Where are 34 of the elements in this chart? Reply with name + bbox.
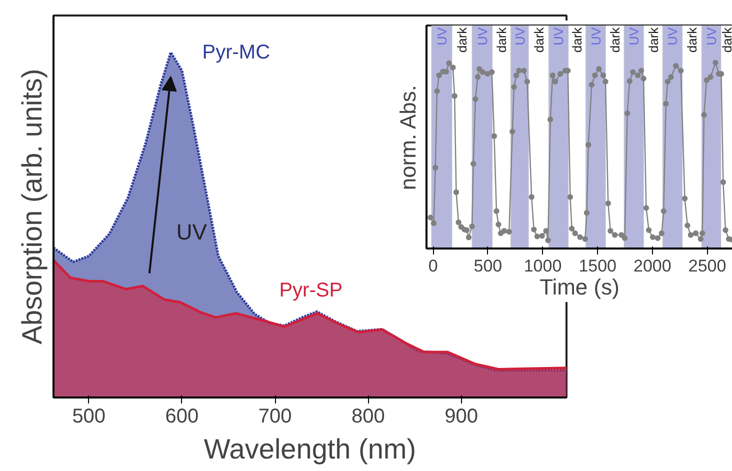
series-label: Pyr-SP — [279, 280, 343, 302]
x-tick-label: 800 — [352, 406, 385, 428]
x-axis-title: Time (s) — [540, 274, 620, 300]
series-label: Pyr-MC — [202, 41, 270, 64]
band-label: UV — [626, 27, 642, 46]
band-label: UV — [551, 27, 566, 46]
band-label: UV — [665, 27, 680, 46]
band-label: dark — [531, 26, 546, 53]
band-label: UV — [434, 27, 450, 46]
band-label: dark — [719, 26, 732, 53]
x-tick-label: 2500 — [688, 256, 726, 276]
band-label: UV — [512, 27, 528, 46]
band-label: dark — [570, 26, 585, 53]
x-axis-title: Wavelength (nm) — [204, 434, 416, 464]
x-tick-label: 900 — [444, 406, 478, 428]
x-tick-label: 1500 — [578, 256, 617, 276]
band-label: dark — [684, 26, 700, 53]
x-tick-label: 500 — [474, 256, 502, 276]
x-tick-label: 1000 — [524, 256, 562, 276]
band-label: dark — [494, 26, 510, 53]
band-label: UV — [588, 27, 604, 46]
band-label: dark — [607, 26, 622, 53]
band-label: UV — [704, 27, 719, 46]
x-tick-label: 0 — [428, 256, 438, 276]
band-label: dark — [454, 26, 470, 53]
y-axis-title: Absorption (arb. units) — [16, 68, 48, 344]
x-tick-label: 500 — [72, 406, 106, 428]
band-label: dark — [646, 26, 661, 53]
x-tick-label: 2000 — [634, 256, 672, 276]
band-label: UV — [474, 27, 490, 46]
x-tick-label: 600 — [165, 406, 199, 428]
y-axis-title: norm. Abs. — [396, 85, 420, 190]
x-tick-label: 700 — [258, 406, 292, 428]
annotation: UV — [176, 219, 208, 244]
